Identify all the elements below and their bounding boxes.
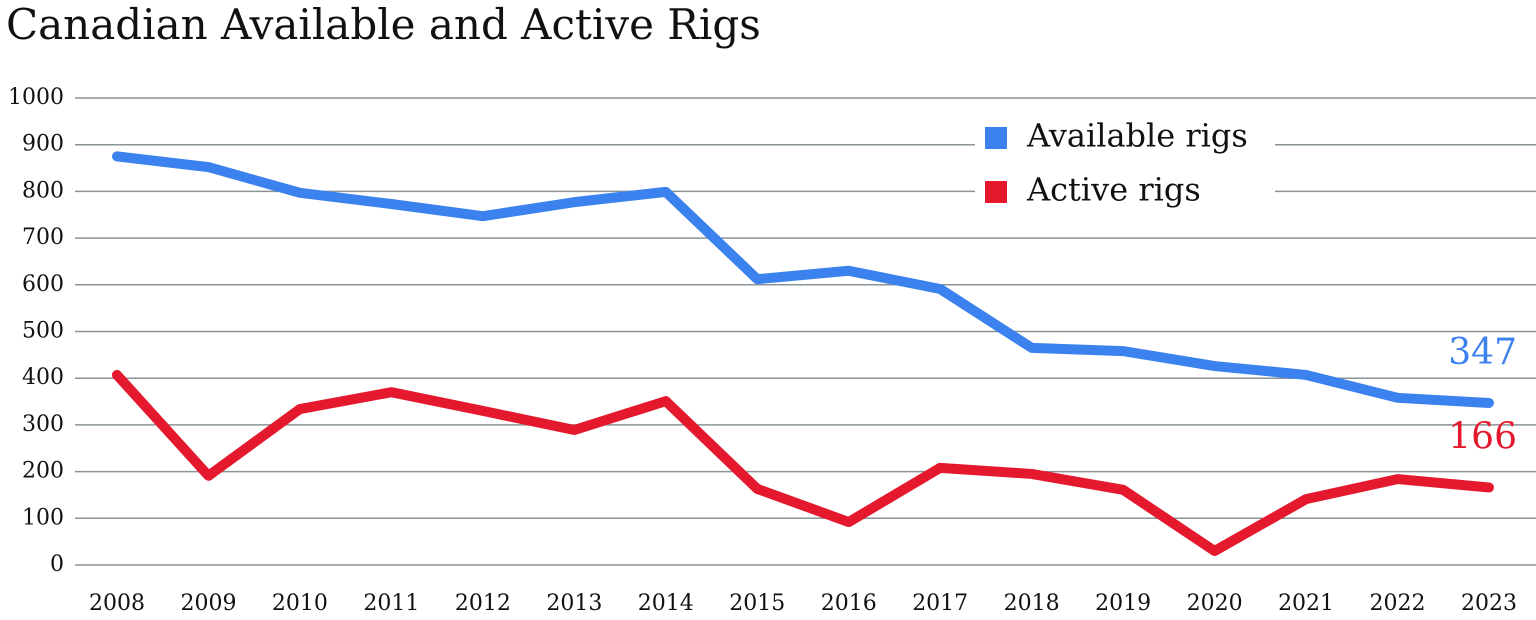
y-tick-label: 600 <box>22 272 64 297</box>
y-tick-label: 400 <box>22 365 64 390</box>
legend-label: Available rigs <box>1026 117 1248 155</box>
series-line <box>112 151 1494 408</box>
x-tick-label: 2019 <box>1095 591 1151 616</box>
x-tick-label: 2015 <box>729 591 785 616</box>
x-tick-label: 2011 <box>363 591 419 616</box>
y-tick-label: 500 <box>22 319 64 344</box>
chart-title: Canadian Available and Active Rigs <box>6 0 761 49</box>
end-value-label: 166 <box>1448 416 1517 457</box>
x-tick-label: 2014 <box>638 591 694 616</box>
y-tick-label: 700 <box>22 225 64 250</box>
y-tick-label: 900 <box>22 132 64 157</box>
x-tick-label: 2018 <box>1004 591 1060 616</box>
legend-swatch <box>985 127 1007 149</box>
x-tick-label: 2020 <box>1187 591 1243 616</box>
legend-swatch <box>985 181 1007 203</box>
legend-label: Active rigs <box>1026 171 1201 209</box>
x-tick-label: 2010 <box>272 591 328 616</box>
x-tick-label: 2008 <box>89 591 145 616</box>
x-tick-label: 2022 <box>1370 591 1426 616</box>
series-line <box>112 369 1494 556</box>
x-tick-label: 2013 <box>546 591 602 616</box>
x-tick-label: 2009 <box>180 591 236 616</box>
y-tick-label: 1000 <box>8 85 64 110</box>
y-tick-label: 0 <box>50 552 64 577</box>
y-tick-label: 100 <box>22 505 64 530</box>
x-tick-label: 2016 <box>821 591 877 616</box>
x-tick-label: 2021 <box>1278 591 1334 616</box>
x-tick-label: 2012 <box>455 591 511 616</box>
y-tick-label: 800 <box>22 178 64 203</box>
y-tick-label: 200 <box>22 459 64 484</box>
legend-background <box>975 112 1275 218</box>
end-value-label: 347 <box>1448 332 1517 373</box>
x-tick-label: 2023 <box>1461 591 1517 616</box>
y-tick-label: 300 <box>22 412 64 437</box>
x-tick-label: 2017 <box>912 591 968 616</box>
